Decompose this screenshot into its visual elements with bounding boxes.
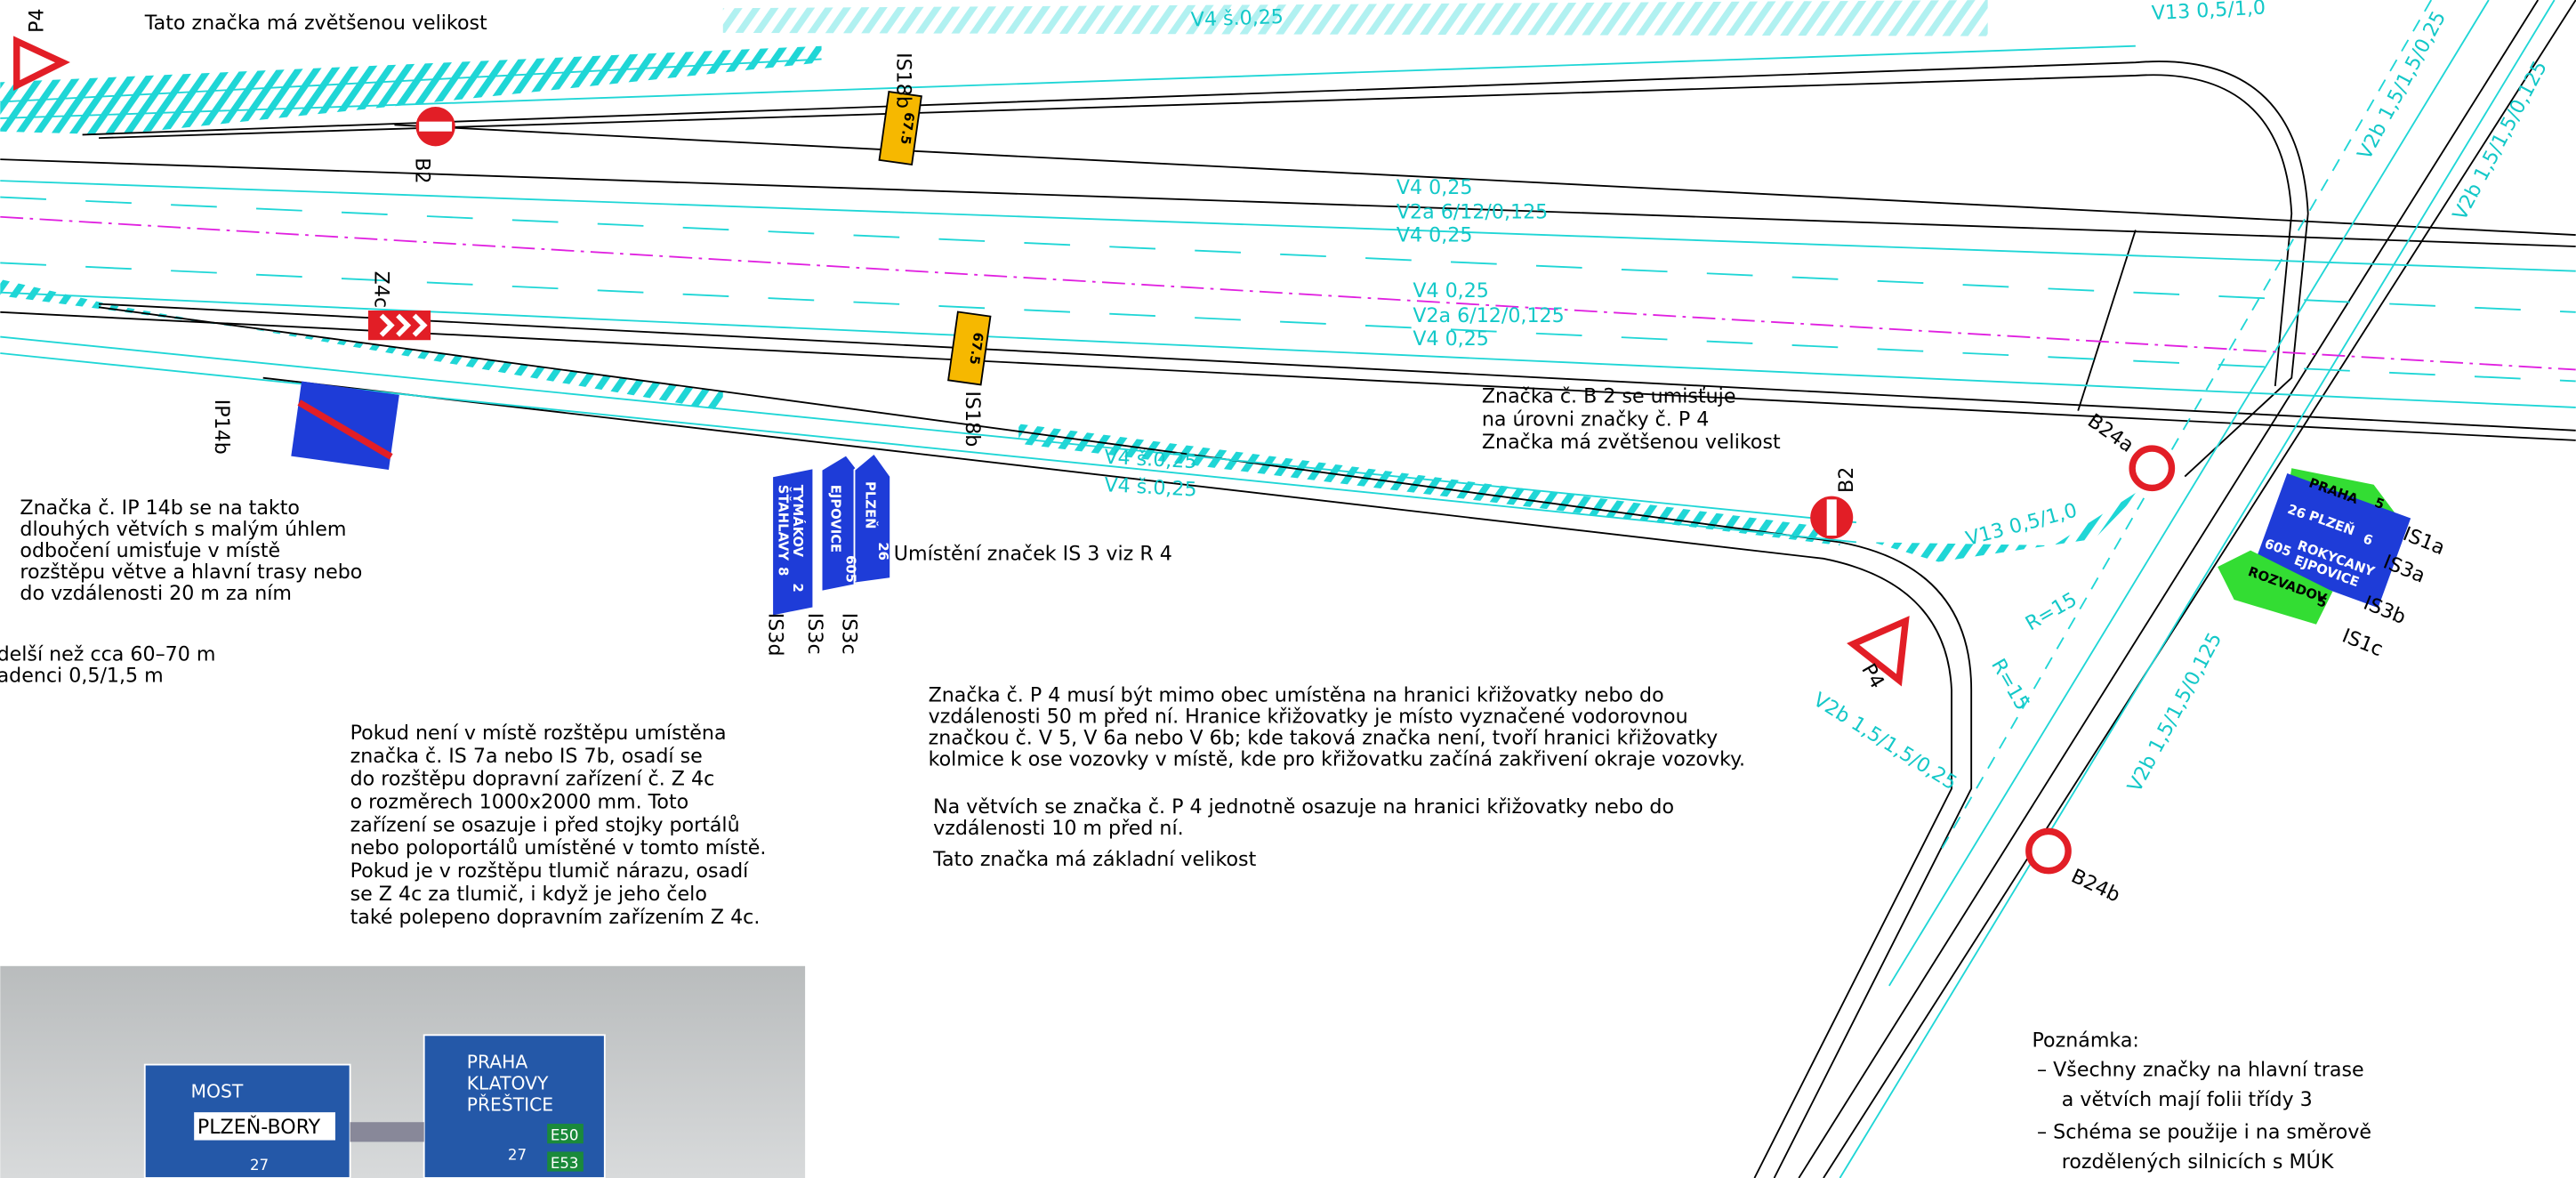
note: adenci 0,5/1,5 m (0, 664, 164, 687)
marking: V4 š.0,25 (1190, 5, 1284, 32)
photo-text: PLZEŇ-BORY (197, 1114, 321, 1139)
photo-text: E50 (551, 1127, 579, 1144)
plate-text: 26 (875, 542, 890, 561)
note: Na větvích se značka č. P 4 jednotně osa… (933, 795, 1674, 819)
marking: V4 š.0,25 (1104, 446, 1197, 473)
note: značkou č. V 5, V 6a nebo V 6b; kde tako… (929, 727, 1719, 750)
sign-code: IS18b (961, 391, 984, 447)
marking: V4 0,25 (1413, 279, 1489, 303)
note: Umístění značek IS 3 viz R 4 (894, 543, 1172, 566)
plate-text: 8 (776, 567, 791, 576)
note: vzdálenosti 10 m před ní. (933, 817, 1184, 840)
note: také polepeno dopravním zařízením Z 4c. (350, 906, 761, 929)
photo-text: KLATOVY (467, 1072, 549, 1093)
photo-label (547, 1124, 584, 1144)
note: na úrovni značky č. P 4 (1482, 407, 1709, 431)
photo-text: MOST (190, 1081, 243, 1102)
marking: V13 0,5/1,0 (2151, 0, 2266, 25)
marking: V4 0,25 (1397, 223, 1473, 246)
plate-text: PLZEŇ (862, 481, 878, 528)
photo-label (547, 1151, 584, 1172)
plate-text: 605 (842, 555, 857, 583)
note: se Z 4c za tlumič, i když je jeho čelo (350, 883, 707, 906)
remark-item: – Všechny značky na hlavní trase (2037, 1059, 2364, 1082)
plate-text: 2 (790, 584, 805, 593)
sign-code: B24b (2067, 865, 2123, 908)
note: do vzdálenosti 20 m za ním (20, 582, 292, 605)
marking: V4 š.0,25 (1104, 473, 1197, 501)
photo-label (194, 1112, 335, 1141)
note: kolmice k ose vozovky v místě, kde pro k… (929, 748, 1746, 771)
photo-text: 27 (508, 1147, 527, 1164)
sign-code: Z4c (369, 271, 392, 308)
note: značka č. IS 7a nebo IS 7b, osadí se (350, 745, 703, 768)
remark-item: a větvích mají folii třídy 3 (2062, 1088, 2313, 1111)
marking: V2a 6/12/0,125 (1397, 201, 1548, 224)
plate-text: ŠŤAHLAVY (776, 485, 792, 561)
sign-code: IS3c (838, 613, 861, 655)
note: Značka č. B 2 se umisťuje (1482, 384, 1736, 407)
remark-item: – Schéma se použije i na směrově (2037, 1121, 2371, 1144)
note: Značka č. IP 14b se na takto (20, 496, 300, 520)
sign-code: IP14b (210, 399, 233, 455)
plate-text: 67.5 (898, 111, 917, 145)
plate-text: EJPOVICE (828, 485, 843, 553)
photo-beam (350, 1122, 424, 1142)
marking: R=15 (1986, 655, 2034, 714)
marking: V2b 1,5/1,5/0,125 (2448, 57, 2551, 224)
plate-text: TYMÁKOV (790, 485, 806, 558)
signs (13, 36, 2411, 875)
marking: V2b 1,5/1,5/0,25 (1809, 688, 1961, 795)
note: delší než cca 60–70 m (0, 642, 215, 666)
note: Tato značka má základní velikost (932, 848, 1256, 871)
sign-code: B2 (1835, 467, 1858, 493)
photo (0, 965, 806, 1178)
note: Značka č. P 4 musí být mimo obec umístěn… (929, 683, 1664, 706)
sign-code: IS1a (2400, 522, 2448, 560)
note: Pokud není v místě rozštěpu umístěna (350, 722, 727, 745)
sign-code: IS3d (763, 613, 786, 657)
photo-text: 27 (250, 1157, 269, 1174)
note: Značka má zvětšenou velikost (1482, 431, 1781, 454)
note: o rozměrech 1000x2000 mm. Toto (350, 791, 689, 814)
sign-code: IS3b (2360, 592, 2409, 629)
marking: V2a 6/12/0,125 (1413, 304, 1564, 327)
sign-code: IS3c (803, 613, 826, 655)
remark-title: Poznámka: (2033, 1029, 2139, 1052)
marking: V4 0,25 (1413, 327, 1489, 351)
plate-text: 67.5 (966, 331, 986, 365)
note: dlouhých větvích s malým úhlem (20, 518, 346, 541)
plate-text: 26 (2285, 502, 2307, 522)
sign-code: B2 (410, 157, 433, 183)
note: nebo poloportálů umístěné v tomto místě. (350, 835, 767, 859)
marking: R=15 (2022, 588, 2081, 636)
note: do rozštěpu dopravní zařízení č. Z 4c (350, 768, 715, 791)
photo-text: PŘEŠTICE (467, 1093, 553, 1115)
note: Tato značka má zvětšenou velikost (144, 12, 487, 35)
note: odbočení umisťuje v místě (20, 539, 280, 562)
remark-item: rozdělených silnicích s MÚK (2062, 1149, 2334, 1174)
note: Pokud je v rozštěpu tlumič nárazu, osadí (350, 859, 750, 883)
marking: V4 0,25 (1397, 176, 1473, 199)
note: zařízení se osazuje i před stojky portál… (350, 812, 740, 836)
marking: V2b 1,5/1,5/0,125 (2123, 629, 2226, 796)
note: vzdálenosti 50 m před ní. Hranice křižov… (929, 705, 1688, 728)
note: rozštěpu větve a hlavní trasy nebo (20, 561, 362, 584)
sign-code: IS18b (892, 52, 915, 109)
sign-code: P4 (25, 8, 48, 32)
photo-text: PRAHA (467, 1051, 528, 1072)
photo-text: E53 (551, 1155, 579, 1172)
sign-code: IS1c (2339, 625, 2386, 662)
